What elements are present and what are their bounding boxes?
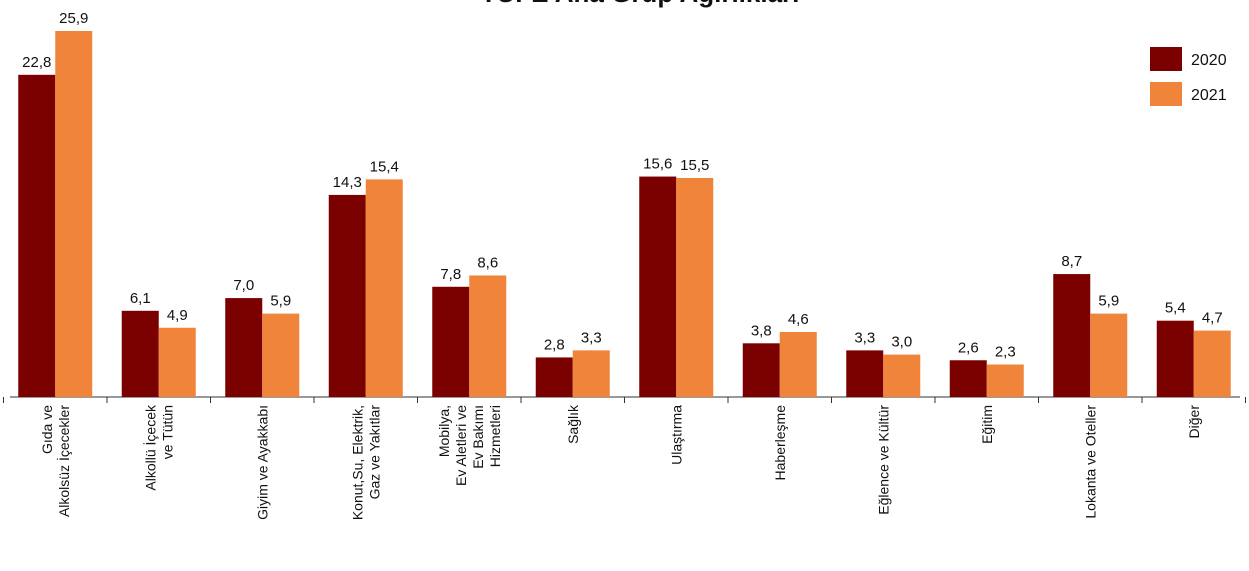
bar xyxy=(158,327,196,397)
x-tick-label: Ev Aletleri ve xyxy=(453,405,469,486)
bar xyxy=(55,31,93,397)
value-label: 4,9 xyxy=(167,307,188,324)
x-tick-label: Gıda ve xyxy=(39,405,55,454)
bar xyxy=(432,286,470,397)
bar xyxy=(639,176,677,397)
bar xyxy=(572,350,610,397)
x-tick-label: Ev Bakımı xyxy=(470,405,486,469)
x-tick-label: Hizmetleri xyxy=(487,405,503,467)
x-tick-label: Haberleşme xyxy=(772,405,788,481)
x-tick-label: Alkollü İçecek xyxy=(141,404,158,491)
value-label: 3,3 xyxy=(581,329,602,346)
value-label: 3,0 xyxy=(891,334,912,351)
bar xyxy=(262,313,300,397)
value-label: 3,3 xyxy=(854,329,875,346)
value-label: 25,9 xyxy=(59,10,88,27)
chart-title: TÜFE Ana Grup Ağırlıkları xyxy=(481,0,800,8)
value-label: 7,0 xyxy=(233,277,254,294)
value-label: 4,6 xyxy=(788,311,809,328)
bar xyxy=(1090,313,1128,397)
value-label: 2,8 xyxy=(544,336,565,353)
x-tick-label: Diğer xyxy=(1186,405,1202,439)
bar xyxy=(469,275,507,397)
legend-label: 2021 xyxy=(1191,87,1227,104)
bar xyxy=(1156,320,1194,397)
bar xyxy=(328,194,366,397)
bar xyxy=(986,364,1024,397)
legend-swatch xyxy=(1150,82,1182,106)
value-label: 3,8 xyxy=(751,322,772,339)
value-label: 15,6 xyxy=(643,156,672,173)
bar xyxy=(18,74,56,398)
bar xyxy=(121,310,159,397)
bar xyxy=(225,298,263,397)
legend-label: 2020 xyxy=(1191,52,1227,69)
value-label: 2,3 xyxy=(995,343,1016,360)
x-tick-label: Gaz ve Yakıtlar xyxy=(366,405,382,500)
bar xyxy=(949,360,987,397)
value-label: 8,6 xyxy=(477,254,498,271)
x-tick-label: Eğlence ve Kültür xyxy=(875,405,891,515)
x-tick-label: Konut,Su, Elektrik, xyxy=(349,405,365,520)
x-tick-label: Ulaştırma xyxy=(668,405,684,465)
bar xyxy=(1053,274,1091,397)
value-label: 5,9 xyxy=(1098,293,1119,310)
x-tick-label: ve Tütün xyxy=(159,405,175,459)
x-tick-label: Alkolsüz İçecekler xyxy=(55,405,72,517)
value-label: 4,7 xyxy=(1202,310,1223,327)
bar xyxy=(846,350,884,397)
x-tick-label: Eğitim xyxy=(979,405,995,444)
value-label: 6,1 xyxy=(130,290,151,307)
bar xyxy=(779,331,817,397)
bar xyxy=(883,354,921,397)
bar xyxy=(1193,330,1231,397)
x-tick-label: Sağlık xyxy=(565,404,581,444)
value-label: 7,8 xyxy=(440,266,461,283)
x-tick-label: Giyim ve Ayakkabı xyxy=(254,405,270,520)
value-label: 15,4 xyxy=(370,158,399,175)
x-tick-label: Mobilya, xyxy=(436,405,452,457)
value-label: 5,4 xyxy=(1165,300,1186,317)
value-label: 2,6 xyxy=(958,339,979,356)
bar xyxy=(365,179,403,397)
value-label: 15,5 xyxy=(680,157,709,174)
bar xyxy=(535,357,573,397)
value-label: 22,8 xyxy=(22,54,51,71)
legend-swatch xyxy=(1150,47,1182,71)
value-label: 8,7 xyxy=(1061,253,1082,270)
x-tick-label: Lokanta ve Oteller xyxy=(1082,405,1098,519)
value-label: 14,3 xyxy=(333,174,362,191)
bar xyxy=(742,343,780,397)
bar xyxy=(676,177,714,397)
value-label: 5,9 xyxy=(270,293,291,310)
